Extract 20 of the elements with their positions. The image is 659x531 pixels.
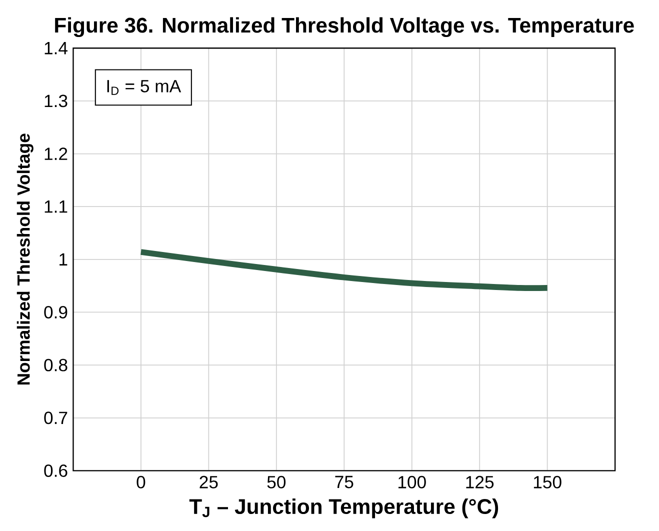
x-tick-label: 150 (534, 476, 562, 488)
x-tick-label: 75 (335, 476, 354, 488)
x-tick-label: 50 (267, 476, 286, 488)
y-tick-label: 0.9 (44, 306, 68, 318)
x-tick-label: 125 (466, 476, 494, 488)
x-tick-label: 0 (136, 476, 146, 488)
annotation: I$_{D}$ = 5 mA (107, 80, 182, 95)
y-tick-label: 1.3 (44, 94, 68, 107)
x-tick-label: 25 (200, 476, 218, 488)
chart-title: Figure 36. Normalized Threshold Voltage vs. Temperature (55, 17, 634, 37)
x-tick-label: 100 (398, 476, 426, 488)
y-tick-label: 0.6 (44, 464, 68, 477)
y-tick-label: 1.4 (44, 42, 68, 54)
y-tick-label: 0.8 (44, 358, 68, 372)
y-tick-label: 1.2 (44, 147, 68, 160)
y-tick-label: 1 (60, 253, 68, 266)
y-tick-label: 1.1 (44, 200, 68, 212)
y-tick-label: 0.7 (44, 411, 68, 424)
x-axis-title: T$_{J}$ – Junction Temperature (°C) (189, 498, 498, 518)
y-axis-title: Normalized Threshold Voltage (16, 134, 34, 384)
